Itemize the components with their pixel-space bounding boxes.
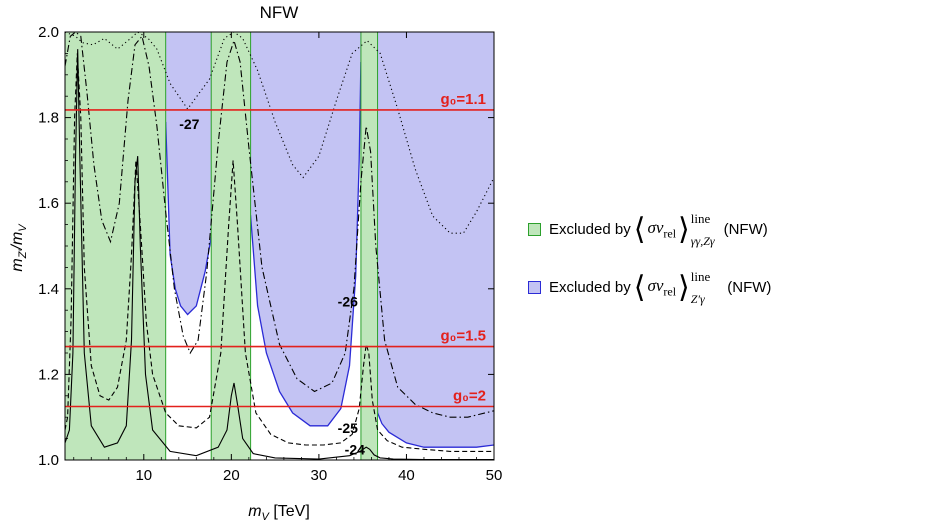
legend-math: ⟨ σvrel ⟩ line γγ,Zγ: [633, 211, 715, 248]
green-excluded-band-1: [65, 32, 167, 460]
g0-label-3: g₀=2: [453, 388, 486, 405]
y-tick-label: 1.6: [38, 195, 59, 212]
y-axis-title: mZ′/mV: [9, 223, 29, 272]
blue-region-boundary: [165, 61, 494, 448]
contour-label-2: -26: [338, 294, 358, 310]
legend-suffix: (NFW): [727, 279, 772, 296]
excluded-regions: [65, 32, 494, 460]
contour-label-4: -24: [345, 441, 365, 457]
contour-solid-minus24: [65, 49, 494, 460]
x-tick-label: 50: [486, 467, 503, 484]
green-excluded-band-3: [360, 32, 379, 460]
legend-prefix: Excluded by: [549, 221, 631, 238]
contour-dashdot-minus26: [65, 32, 494, 418]
legend-item-zprime-gamma: Excluded by ⟨ σvrel ⟩ line Z′γ (NFW): [528, 270, 771, 305]
legend-swatch-green: [528, 223, 541, 236]
x-tick-label: 20: [223, 467, 240, 484]
axis-ticks: 10 20 30 40 50 1.0 1.2 1.4 1.6 1.8 2.0: [38, 24, 502, 484]
legend-math: ⟨ σvrel ⟩ line Z′γ: [633, 269, 711, 306]
legend-item-gamma-z-gamma: Excluded by ⟨ σvrel ⟩ line γγ,Zγ (NFW): [528, 212, 768, 247]
x-tick-label: 10: [135, 467, 152, 484]
contour-label-1: -27: [179, 116, 199, 132]
g0-label-2: g₀=1.5: [440, 328, 486, 345]
plot-area: [65, 32, 494, 460]
x-axis-title: mV [TeV]: [248, 503, 310, 523]
y-tick-label: 2.0: [38, 24, 59, 41]
x-tick-label: 30: [311, 467, 328, 484]
y-tick-label: 1.2: [38, 366, 59, 383]
y-tick-label: 1.4: [38, 281, 59, 298]
y-tick-label: 1.0: [38, 452, 59, 469]
y-tick-label: 1.8: [38, 110, 59, 127]
contour-curves: [65, 32, 494, 460]
g0-label-1: g₀=1.1: [440, 91, 486, 108]
legend-prefix: Excluded by: [549, 279, 631, 296]
x-tick-label: 40: [398, 467, 415, 484]
legend-swatch-blue: [528, 281, 541, 294]
legend-suffix: (NFW): [723, 221, 768, 238]
contour-label-3: -25: [338, 420, 358, 436]
chart-title: NFW: [260, 3, 299, 22]
g0-lines: [65, 109, 494, 408]
contour-dashed-minus25: [65, 53, 494, 452]
annotations: g₀=1.1 g₀=1.5 g₀=2 -27 -26 -25 -24: [179, 91, 486, 457]
